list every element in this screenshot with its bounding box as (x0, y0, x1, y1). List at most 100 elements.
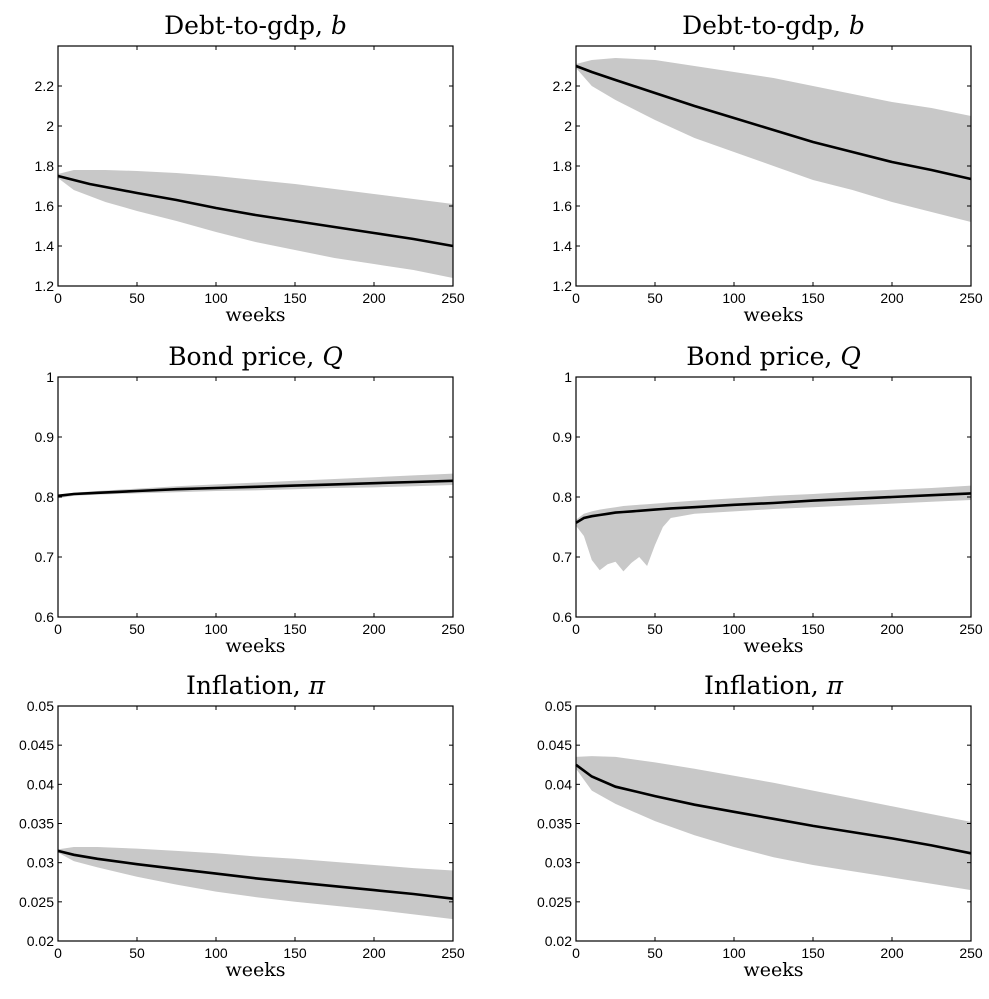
mean-line (57, 849, 454, 900)
y-tick-label: 0.03 (27, 855, 54, 871)
y-tick-label: 1.2 (35, 278, 55, 294)
x-tick-label: 150 (283, 945, 307, 961)
y-tick-label: 0.8 (553, 489, 573, 505)
x-tick-label: 250 (441, 621, 465, 637)
y-tick-label: 0.8 (35, 489, 55, 505)
y-tick-label: 1 (46, 369, 54, 385)
panel-title-symbol: b (849, 11, 865, 40)
chart-panel-4: 0 50 100 150 200 250 0.6 0.7 0.8 0.9 1 Bond price, … (553, 342, 983, 657)
confidence-band (58, 847, 453, 920)
x-tick-label: 200 (362, 621, 386, 637)
x-tick-label: 50 (129, 290, 145, 306)
y-tick-label: 0.045 (19, 737, 54, 753)
x-tick-label: 50 (647, 290, 663, 306)
x-tick-label: 50 (647, 945, 663, 961)
x-tick-label: 200 (362, 290, 386, 306)
panel-title: Bond price, Q (686, 342, 861, 371)
x-tick-label: 0 (54, 290, 62, 306)
panel-title: Debt-to-gdp, b (682, 11, 865, 40)
y-tick-label: 2.2 (35, 78, 55, 94)
chart-panel-2: 0 50 100 150 200 250 1.2 1.4 1.6 1.8 2 2.2 Debt-to-g… (553, 11, 983, 326)
x-tick-label: 200 (880, 945, 904, 961)
y-tick-label: 0.03 (545, 855, 572, 871)
x-tick-label: 100 (722, 621, 746, 637)
panel-title: Debt-to-gdp, b (164, 11, 347, 40)
y-tick-label: 0.6 (553, 609, 573, 625)
y-tick-label: 0.02 (27, 933, 54, 949)
x-tick-label: 0 (572, 945, 580, 961)
panel-title-text: Inflation, (704, 671, 827, 700)
y-tick-label: 1.6 (35, 198, 55, 214)
panel-title-symbol: b (331, 11, 347, 40)
panel-title: Inflation, π (704, 671, 844, 700)
y-tick-label: 1.2 (553, 278, 573, 294)
x-tick-label: 250 (959, 290, 983, 306)
x-axis-label: weeks (225, 635, 285, 657)
mean-line (575, 64, 972, 181)
y-tick-label: 0.9 (553, 429, 573, 445)
x-tick-label: 50 (129, 621, 145, 637)
x-tick-label: 250 (959, 945, 983, 961)
y-tick-label: 0.9 (35, 429, 55, 445)
y-tick-label: 1.4 (35, 238, 55, 254)
mean-line (575, 763, 972, 855)
x-tick-label: 250 (959, 621, 983, 637)
y-tick-label: 0.035 (537, 816, 572, 832)
x-axis-label: weeks (743, 304, 803, 326)
chart-panel-3: 0 50 100 150 200 250 0.6 0.7 0.8 0.9 1 Bond price, … (35, 342, 465, 657)
x-tick-label: 150 (801, 621, 825, 637)
x-tick-label: 0 (572, 290, 580, 306)
x-tick-label: 100 (204, 290, 228, 306)
chart-panel-6: 0 50 100 150 200 250 0.02 0.025 0.03 0.035 0.04 0.0… (537, 671, 983, 981)
panel-title-text: Bond price, (686, 342, 840, 371)
panel-title-text: Bond price, (168, 342, 322, 371)
x-tick-label: 250 (441, 290, 465, 306)
mean-line (57, 479, 454, 498)
y-tick-label: 0.6 (35, 609, 55, 625)
axes-frame (57, 376, 454, 618)
x-tick-label: 150 (801, 290, 825, 306)
confidence-band (576, 58, 971, 222)
panel-title-symbol: π (826, 671, 844, 700)
x-axis-label: weeks (743, 635, 803, 657)
x-axis-label: weeks (225, 304, 285, 326)
x-tick-label: 100 (722, 945, 746, 961)
y-tick-label: 0.04 (545, 776, 572, 792)
y-tick-label: 0.04 (27, 776, 54, 792)
x-tick-label: 0 (54, 621, 62, 637)
x-tick-label: 100 (204, 945, 228, 961)
chart-panel-1: 0 50 100 150 200 250 1.2 1.4 1.6 1.8 2 2.2 Debt-to-g… (35, 11, 465, 326)
y-tick-label: 0.05 (27, 698, 54, 714)
confidence-band (576, 485, 971, 572)
y-tick-label: 0.7 (35, 549, 55, 565)
x-axis-label: weeks (743, 959, 803, 981)
y-tick-label: 2 (564, 118, 572, 134)
y-tick-label: 2.2 (553, 78, 573, 94)
y-tick-label: 1.4 (553, 238, 573, 254)
x-tick-label: 0 (572, 621, 580, 637)
x-tick-label: 200 (880, 290, 904, 306)
mean-line (57, 174, 454, 248)
panel-title-symbol: Q (322, 342, 343, 371)
confidence-band (58, 170, 453, 278)
panel-title-text: Inflation, (186, 671, 309, 700)
y-tick-label: 0.02 (545, 933, 572, 949)
panel-title: Bond price, Q (168, 342, 343, 371)
x-axis-label: weeks (225, 959, 285, 981)
panel-title-text: Debt-to-gdp, (682, 11, 849, 40)
x-tick-label: 150 (801, 945, 825, 961)
y-tick-label: 1.8 (553, 158, 573, 174)
x-tick-label: 150 (283, 290, 307, 306)
x-tick-label: 50 (647, 621, 663, 637)
y-tick-label: 1.8 (35, 158, 55, 174)
y-tick-label: 0.025 (537, 894, 572, 910)
y-tick-label: 0.05 (545, 698, 572, 714)
y-tick-label: 1.6 (553, 198, 573, 214)
panel-title: Inflation, π (186, 671, 326, 700)
x-tick-label: 0 (54, 945, 62, 961)
chart-panel-5: 0 50 100 150 200 250 0.02 0.025 0.03 0.035 0.04 0.0… (19, 671, 465, 981)
y-tick-label: 0.035 (19, 816, 54, 832)
mean-line (575, 492, 972, 524)
x-tick-label: 250 (441, 945, 465, 961)
